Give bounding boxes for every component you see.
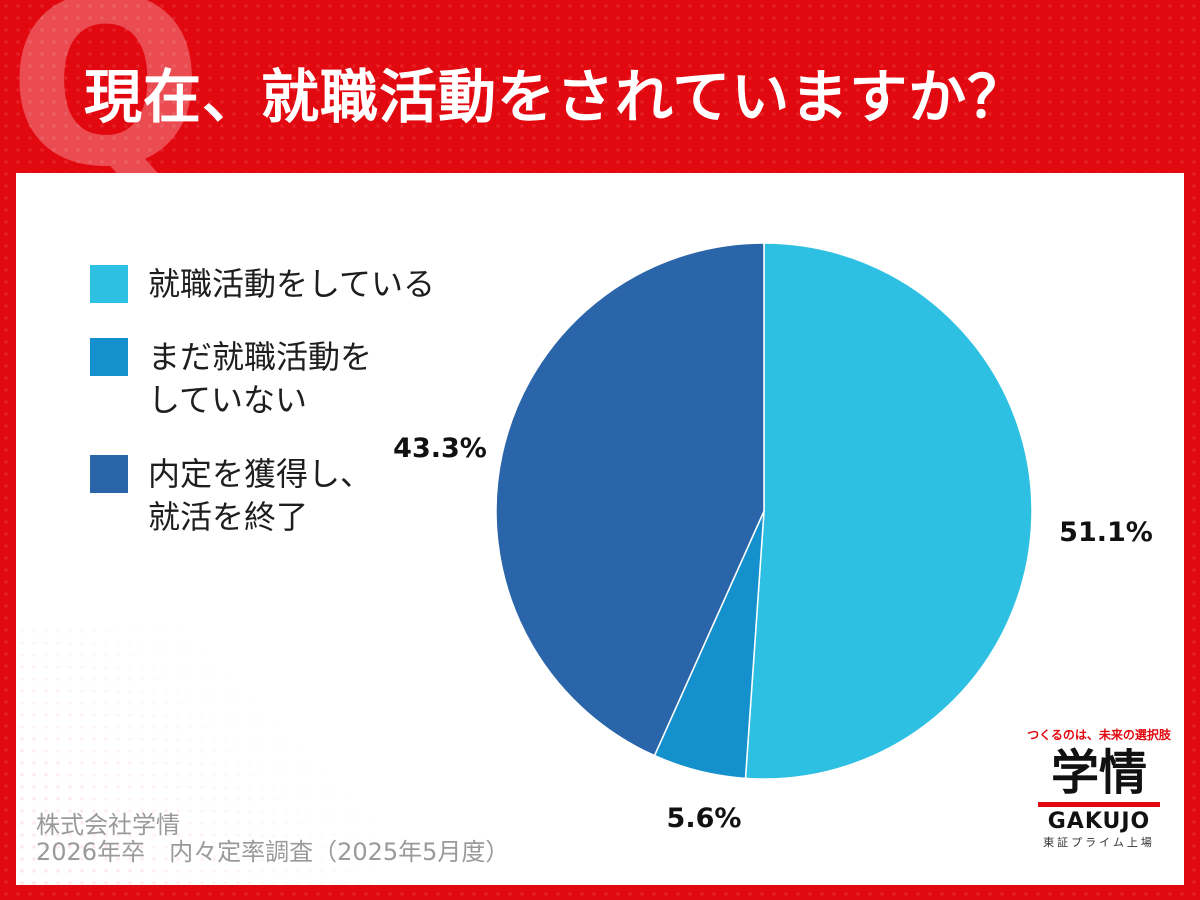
pie-value-label-2: 43.3% xyxy=(393,433,487,464)
logo-bar xyxy=(1038,801,1160,807)
q-mark-decoration: Q xyxy=(8,0,204,218)
pie-chart: 51.1% 5.6% 43.3% xyxy=(393,242,1153,834)
legend-item-1: まだ就職活動を していない xyxy=(90,336,450,422)
legend-item-0: 就職活動をしている xyxy=(90,263,450,306)
pie-slice-2 xyxy=(495,242,765,757)
chart-legend: 就職活動をしている まだ就職活動を していない 内定を獲得し、 就活を終了 xyxy=(90,263,450,569)
pie-value-label-0: 51.1% xyxy=(1059,517,1153,548)
logo-sub: 東証プライム上場 xyxy=(1043,835,1155,849)
logo-brand-en: GAKUJO xyxy=(1047,808,1151,834)
pie-slice-0 xyxy=(744,242,1033,780)
legend-swatch-1 xyxy=(90,338,128,377)
chart-card: 就職活動をしている まだ就職活動を していない 内定を獲得し、 就活を終了 51… xyxy=(16,173,1184,885)
logo-tagline: つくるのは、未来の選択肢 xyxy=(1027,728,1171,742)
page-title: 現在、就職活動をされていますか？ xyxy=(84,63,1027,131)
source-note: 株式会社学情 2026年卒 内々定率調査（2025年5月度） xyxy=(36,810,510,867)
source-company: 株式会社学情 xyxy=(36,810,180,839)
legend-swatch-2 xyxy=(90,454,128,493)
card-dot-pattern xyxy=(16,625,376,885)
source-survey: 2026年卒 内々定率調査（2025年5月度） xyxy=(36,838,510,867)
legend-label-2: 内定を獲得し、 就活を終了 xyxy=(148,454,373,536)
legend-label-1: まだ就職活動を していない xyxy=(148,338,373,420)
pie-value-label-1: 5.6% xyxy=(667,803,742,834)
logo-brand-jp: 学情 xyxy=(1050,745,1147,801)
legend-item-2: 内定を獲得し、 就活を終了 xyxy=(90,453,450,539)
legend-swatch-0 xyxy=(90,265,128,303)
legend-label-0: 就職活動をしている xyxy=(148,265,436,303)
gakujo-logo: つくるのは、未来の選択肢 学情 GAKUJO 東証プライム上場 xyxy=(1024,726,1174,850)
